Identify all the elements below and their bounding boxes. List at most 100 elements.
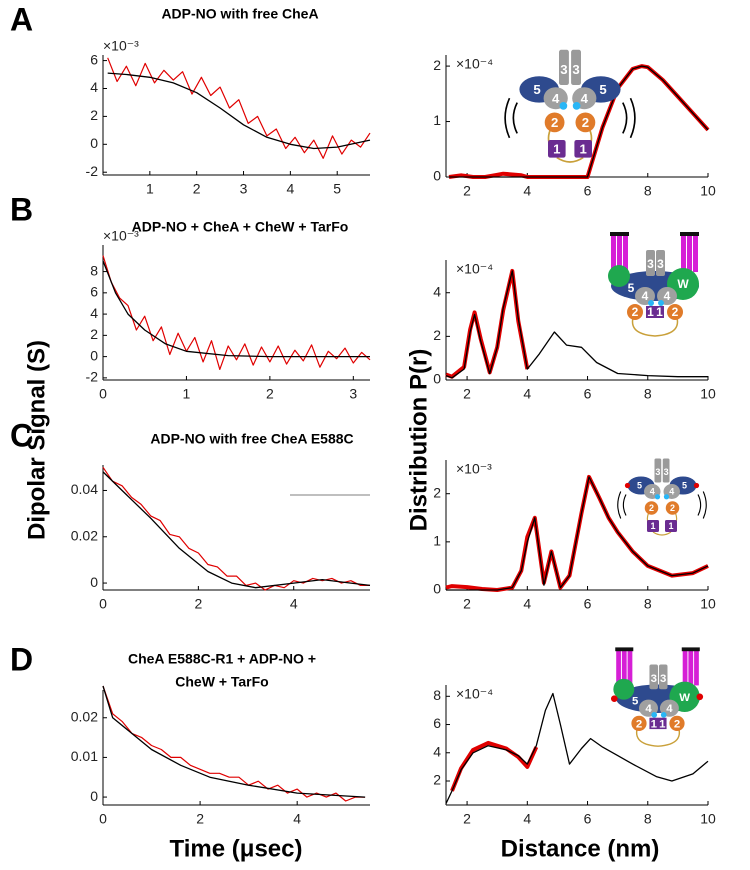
x-tick-label: 4 [523,811,531,827]
cartoon-shape [559,102,568,110]
y-tick-label: 2 [90,107,98,123]
cartoon-shape [654,458,662,483]
cartoon-label: 3 [651,673,657,685]
cartoon-label: 4 [581,91,589,106]
cartoon-label: 5 [637,481,642,491]
x-tick-label: 2 [194,596,202,612]
x-tick-label: 6 [584,811,592,827]
spin-label-dot [610,695,618,703]
panel-letter: A [10,1,33,37]
cartoon-label: 2 [672,305,679,319]
cartoon-shape [649,664,658,690]
cartoon-shape [682,649,688,686]
chart-title: ADP-NO + CheA + CheW + TarFo [132,219,349,235]
cartoon-shape [656,250,665,276]
y-tick-label: 1 [433,533,441,549]
x-tick-label: 10 [700,183,716,199]
cartoon-shape [644,501,659,515]
y-multiplier: ×10⁻³ [456,461,492,477]
cartoon-label: 2 [649,503,654,513]
protein-cartoon: 3 35 W4 42 1 1 2 [608,232,699,337]
cartoon-shape [669,715,685,731]
data-line [102,260,370,358]
cartoon-label: 5 [599,82,606,97]
panel-letter: C [10,417,33,453]
cartoon-shape [665,501,680,515]
cartoon-shape [687,234,692,272]
cartoon-shape [667,304,683,320]
y-tick-label: 0.02 [71,527,98,543]
data-line [107,72,371,150]
y-multiplier: ×10⁻³ [103,38,139,54]
cartoon-label: 4 [664,289,671,303]
y-tick-label: 0 [90,788,98,804]
y-tick-label: 2 [433,484,441,500]
cartoon-label: 2 [670,503,675,513]
x-axis-label: Time (μsec) [170,835,303,862]
cartoon-label: 1 [647,305,654,319]
cartoon-shape [680,232,699,236]
cartoon-shape [617,234,622,272]
cartoon-shape [654,494,661,500]
cartoon-shape [660,712,667,718]
data-line [102,466,370,591]
cartoon-shape [616,649,621,686]
y-tick-label: 0.01 [71,748,98,764]
cartoon-shape [610,232,629,236]
cartoon-shape [611,234,616,272]
x-tick-label: 4 [523,386,531,402]
cartoon-shape [617,491,622,519]
cartoon-shape [608,265,630,287]
cartoon-shape [663,494,670,500]
cartoon-label: 2 [636,718,642,730]
protein-cartoon: 3 35 54 42 21 1 [504,49,636,163]
cartoon-shape [627,649,633,686]
cartoon-shape [622,494,627,516]
data-line [102,471,371,589]
y-tick-label: 6 [90,51,98,67]
x-tick-label: 0 [99,811,107,827]
y-tick-label: 0 [90,574,98,590]
cartoon-label: 4 [552,91,560,106]
y-tick-label: 6 [90,284,98,300]
cartoon-label: 3 [655,467,660,477]
cartoon-shape [622,102,628,134]
cartoon-shape [631,311,679,337]
cartoon-shape [574,140,592,158]
cartoon-label: 3 [660,673,666,685]
cartoon-label: 1 [553,141,560,156]
cartoon-shape [697,494,702,516]
x-tick-label: 10 [700,811,716,827]
y-tick-label: 2 [90,326,98,342]
cartoon-shape [621,649,627,686]
x-tick-label: 6 [584,183,592,199]
x-tick-label: 1 [183,386,191,402]
x-tick-label: 2 [463,811,471,827]
y-tick-label: 2 [433,327,441,343]
y-tick-label: -2 [86,163,99,179]
cartoon-label: 3 [664,467,669,477]
x-tick-label: 4 [286,181,294,197]
x-tick-label: 2 [193,181,201,197]
x-tick-label: 4 [290,596,298,612]
x-tick-label: 5 [333,181,341,197]
y-tick-label: 4 [433,743,441,759]
cartoon-shape [694,649,699,686]
cartoon-label: 4 [650,487,655,497]
panel-letter: D [10,641,33,677]
cartoon-label: 1 [668,521,673,531]
cartoon-shape [615,647,634,652]
cartoon-shape [681,647,700,652]
cartoon-shape [702,491,707,519]
cartoon-label: 5 [533,82,540,97]
cartoon-label: 1 [651,718,658,730]
data-line [445,270,708,379]
y-tick-label: 8 [433,687,441,703]
x-tick-label: 0 [99,386,107,402]
cartoon-shape [575,112,596,133]
cartoon-label: 3 [560,62,567,77]
y-tick-label: 2 [433,57,441,73]
y-tick-label: 4 [433,283,441,299]
data-line [446,476,709,591]
